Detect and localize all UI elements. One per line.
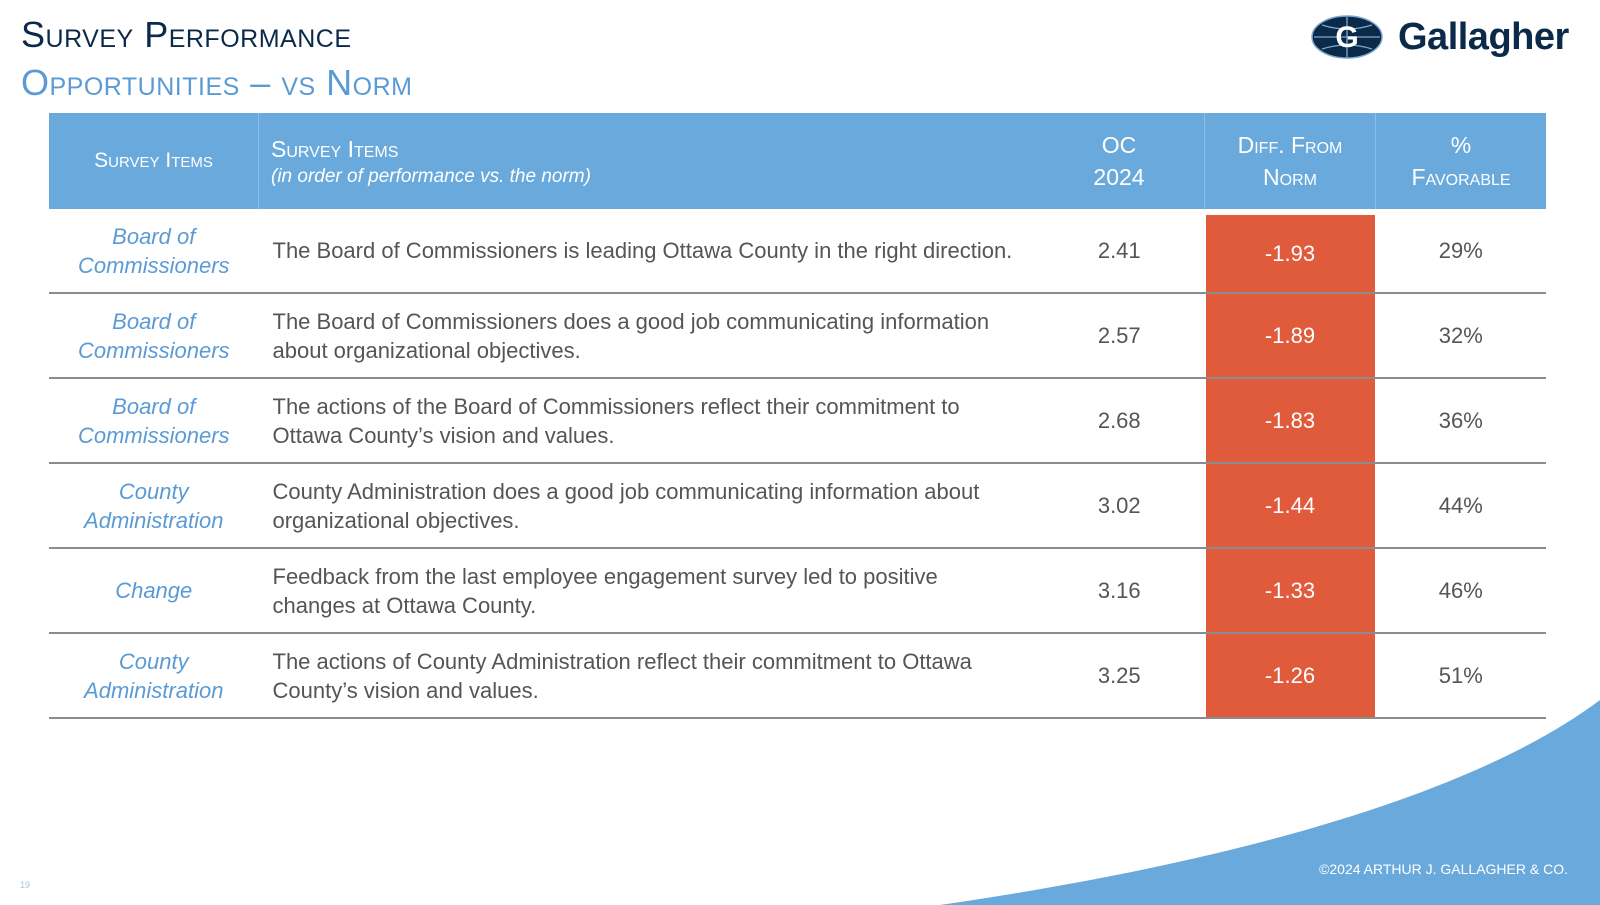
row-diff-cell: -1.33 (1204, 548, 1376, 634)
table-row: County Administration County Administrat… (49, 463, 1546, 549)
header-item: Survey Items (in order of performance vs… (258, 113, 1034, 209)
row-item: Feedback from the last employee engageme… (258, 548, 1034, 634)
page-number: 19 (20, 880, 31, 890)
svg-text:G: G (1335, 21, 1358, 54)
row-score: 2.57 (1034, 293, 1205, 379)
row-category: County Administration (49, 633, 259, 719)
row-favorable: 44% (1375, 463, 1546, 549)
row-item: The actions of the Board of Commissioner… (258, 378, 1034, 464)
row-diff: -1.44 (1205, 464, 1375, 547)
row-favorable: 32% (1375, 293, 1546, 379)
survey-table: Survey Items Survey Items (in order of p… (49, 113, 1546, 719)
header-score: OC 2024 (1034, 113, 1205, 209)
header-item-label: Survey Items (271, 136, 399, 162)
row-item: The actions of County Administration ref… (258, 633, 1034, 719)
gallagher-logo: G Gallagher (1310, 12, 1569, 62)
row-diff: -1.89 (1205, 294, 1375, 377)
header-score-line1: OC (1101, 132, 1137, 158)
copyright-text: ©2024 ARTHUR J. GALLAGHER & CO. (1319, 861, 1568, 877)
row-favorable: 29% (1375, 209, 1546, 294)
row-item: The Board of Commissioners is leading Ot… (258, 209, 1034, 294)
row-score: 3.16 (1034, 548, 1205, 634)
table-row: Board of Commissioners The actions of th… (49, 378, 1546, 464)
header-favorable-line2: Favorable (1411, 164, 1511, 190)
header-diff-line1: Diff. From (1237, 132, 1343, 158)
row-category: Board of Commissioners (49, 293, 259, 379)
row-favorable: 51% (1375, 633, 1546, 719)
row-diff: -1.33 (1205, 549, 1375, 632)
row-category: Change (49, 548, 259, 634)
table-row: Board of Commissioners The Board of Comm… (49, 209, 1546, 294)
row-diff: -1.93 (1205, 215, 1375, 292)
page-subtitle: Opportunities – vs Norm (21, 62, 413, 103)
row-score: 2.41 (1034, 209, 1205, 294)
row-item: County Administration does a good job co… (258, 463, 1034, 549)
header-diff: Diff. From Norm (1204, 113, 1376, 209)
row-score: 2.68 (1034, 378, 1205, 464)
header-favorable: % Favorable (1375, 113, 1546, 209)
header-score-line2: 2024 (1093, 164, 1145, 190)
table-row: Change Feedback from the last employee e… (49, 548, 1546, 634)
header-diff-line2: Norm (1263, 164, 1317, 190)
row-diff: -1.26 (1205, 634, 1375, 717)
row-favorable: 36% (1375, 378, 1546, 464)
row-diff-cell: -1.93 (1204, 209, 1376, 294)
page-title: Survey Performance (21, 14, 352, 55)
header-favorable-line1: % (1450, 132, 1472, 158)
row-diff: -1.83 (1205, 379, 1375, 462)
row-diff-cell: -1.26 (1204, 633, 1376, 719)
row-score: 3.02 (1034, 463, 1205, 549)
table-header-row: Survey Items Survey Items (in order of p… (49, 113, 1546, 209)
row-category: County Administration (49, 463, 259, 549)
row-diff-cell: -1.83 (1204, 378, 1376, 464)
row-category: Board of Commissioners (49, 209, 259, 294)
table-row: Board of Commissioners The Board of Comm… (49, 293, 1546, 379)
row-favorable: 46% (1375, 548, 1546, 634)
row-score: 3.25 (1034, 633, 1205, 719)
row-diff-cell: -1.89 (1204, 293, 1376, 379)
row-category: Board of Commissioners (49, 378, 259, 464)
row-diff-cell: -1.44 (1204, 463, 1376, 549)
row-item: The Board of Commissioners does a good j… (258, 293, 1034, 379)
header-category: Survey Items (49, 113, 259, 209)
logo-text: Gallagher (1398, 15, 1569, 58)
header-item-note: (in order of performance vs. the norm) (271, 166, 591, 187)
table-row: County Administration The actions of Cou… (49, 633, 1546, 719)
globe-g-icon: G (1311, 15, 1383, 59)
